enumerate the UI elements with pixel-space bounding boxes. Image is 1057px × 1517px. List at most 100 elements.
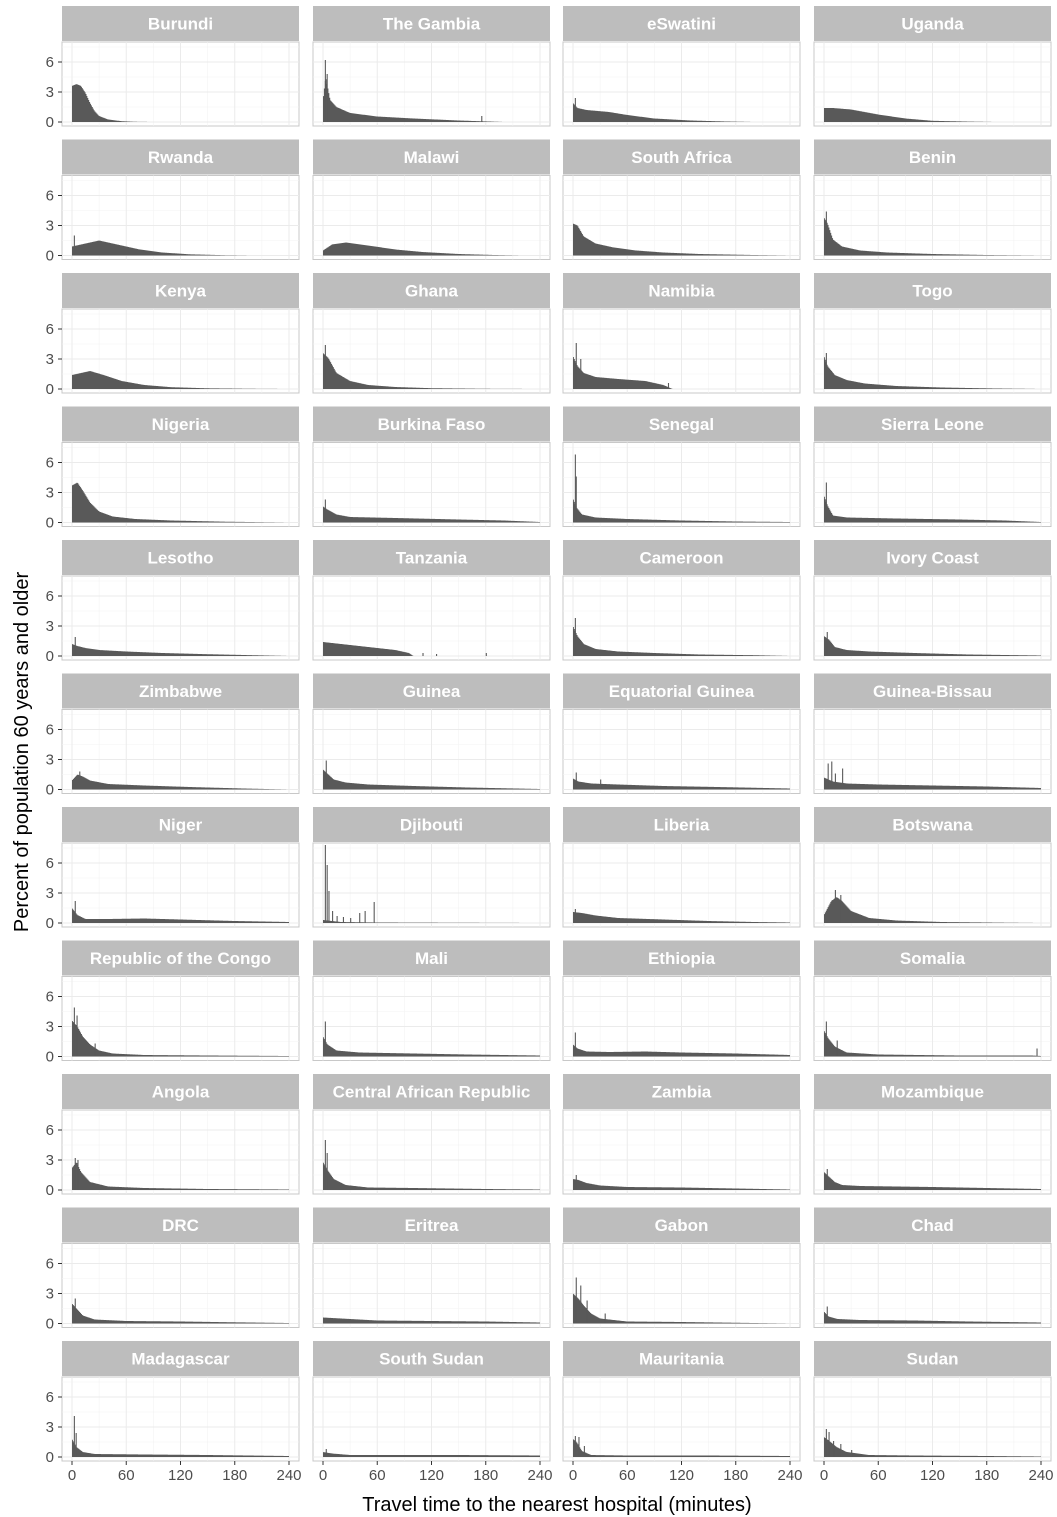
histogram-spike-bar [481,116,483,122]
y-tick-label: 0 [46,1049,54,1066]
x-tick-label: 0 [319,1467,327,1484]
y-tick-label: 3 [46,1419,54,1436]
histogram-spike-bar [373,902,375,923]
x-tick-label: 240 [276,1467,301,1484]
facet-strip [814,1341,1051,1376]
histogram-spike-bar [600,779,602,790]
histogram-spike-bar [73,1416,75,1457]
histogram-spike-bar [422,653,424,656]
facet-label: eSwatini [647,15,716,34]
histogram-spike-bar [575,772,577,790]
facet-strip [313,673,550,709]
y-tick-label: 0 [46,648,54,665]
facet-strip [814,6,1051,41]
histogram-bars [323,1162,540,1190]
facet-strip [313,540,550,575]
histogram-spike-bar [350,918,352,923]
facet-label: South Sudan [379,1350,484,1369]
facet-strip [814,273,1051,308]
histogram-spike-bar [834,890,836,923]
facet-label: Central African Republic [333,1083,531,1102]
histogram-bars [824,1312,1041,1324]
histogram-bars [72,371,280,389]
histogram-spike-bar [851,1450,853,1457]
histogram-spike-bar [79,771,81,790]
facet-label: DRC [162,1216,199,1235]
facet-panel: Sudan [813,1341,1052,1462]
facet-panel: Togo [813,273,1052,394]
histogram-spike-bar [326,74,328,122]
facet-panel: Equatorial Guinea [562,673,801,794]
facet-panel: Madagascar [61,1341,300,1462]
facet-strip [814,1207,1051,1243]
histogram-spike-bar [325,760,327,790]
y-tick-label: 0 [46,915,54,932]
facet-strip [814,807,1051,842]
histogram-bars [573,627,789,656]
histogram-spike-bar [324,345,326,389]
facet-panel: Liberia [562,807,801,928]
histogram-bars [323,353,527,389]
histogram-spike-bar [77,1160,79,1190]
facet-label: Uganda [901,15,964,34]
facet-label: Guinea-Bissau [873,682,992,701]
histogram-bars [573,1439,790,1457]
facet-label: Rwanda [148,148,214,167]
histogram-bars [72,1439,289,1457]
histogram-bars [323,79,503,122]
y-tick-label: 0 [46,381,54,398]
histogram-spike-bar [840,895,842,923]
histogram-bars [824,218,1036,256]
histogram-spike-bar [574,1436,576,1457]
histogram-spike-bar [325,1449,327,1457]
histogram-spike-bar [574,1032,576,1057]
facet-panel: Tanzania [312,540,551,661]
facet-panel: Lesotho [61,540,300,661]
histogram-spike-bar [74,1158,76,1190]
histogram-bars [573,223,787,256]
facet-label: Ghana [405,282,458,301]
y-tick-label: 0 [46,515,54,532]
y-tick-label: 0 [46,1182,54,1199]
facet-label: Madagascar [131,1350,230,1369]
x-tick-label: 60 [619,1467,636,1484]
facet-strip [313,406,550,442]
facet-strip [563,1074,800,1109]
facet-strip [313,1074,550,1109]
facet-label: Mali [415,949,448,968]
facet-panel: Guinea-Bissau [813,673,1052,794]
facet-strip [62,1341,299,1376]
facet-strip [313,807,550,842]
facet-strip [814,406,1051,442]
facet-label: Burundi [148,15,213,34]
facet-label: Nigeria [152,415,210,434]
facet-panel: Republic of the Congo [61,940,300,1061]
histogram-spike-bar [831,761,833,790]
histogram-spike-bar [827,763,829,790]
facet-label: Zambia [652,1083,712,1102]
facet-strip [313,1207,550,1243]
y-tick-label: 6 [46,455,54,472]
x-tick-label: 240 [777,1467,802,1484]
facet-label: Zimbabwe [139,682,222,701]
histogram-spike-bar [336,916,338,923]
histogram-bars [824,1172,1041,1190]
histogram-bars [323,1317,540,1324]
histogram-bars [72,482,286,523]
histogram-spike-bar [825,1429,827,1457]
facet-strip [814,673,1051,709]
histogram-bars [72,774,288,790]
y-tick-label: 3 [46,1019,54,1036]
facet-label: Togo [912,282,952,301]
x-tick-label: 240 [527,1467,552,1484]
histogram-spike-bar [328,891,330,923]
histogram-bars [323,1452,540,1457]
facet-panel: Kenya [61,273,300,394]
histogram-spike-bar [825,1021,827,1057]
facet-strip [62,6,299,41]
histogram-spike-bar [667,383,670,389]
facet-panel: Burkina Faso [312,406,551,527]
facet-label: South Africa [631,148,732,167]
facet-panel: Sierra Leone [813,406,1052,527]
histogram-bars [824,108,993,122]
